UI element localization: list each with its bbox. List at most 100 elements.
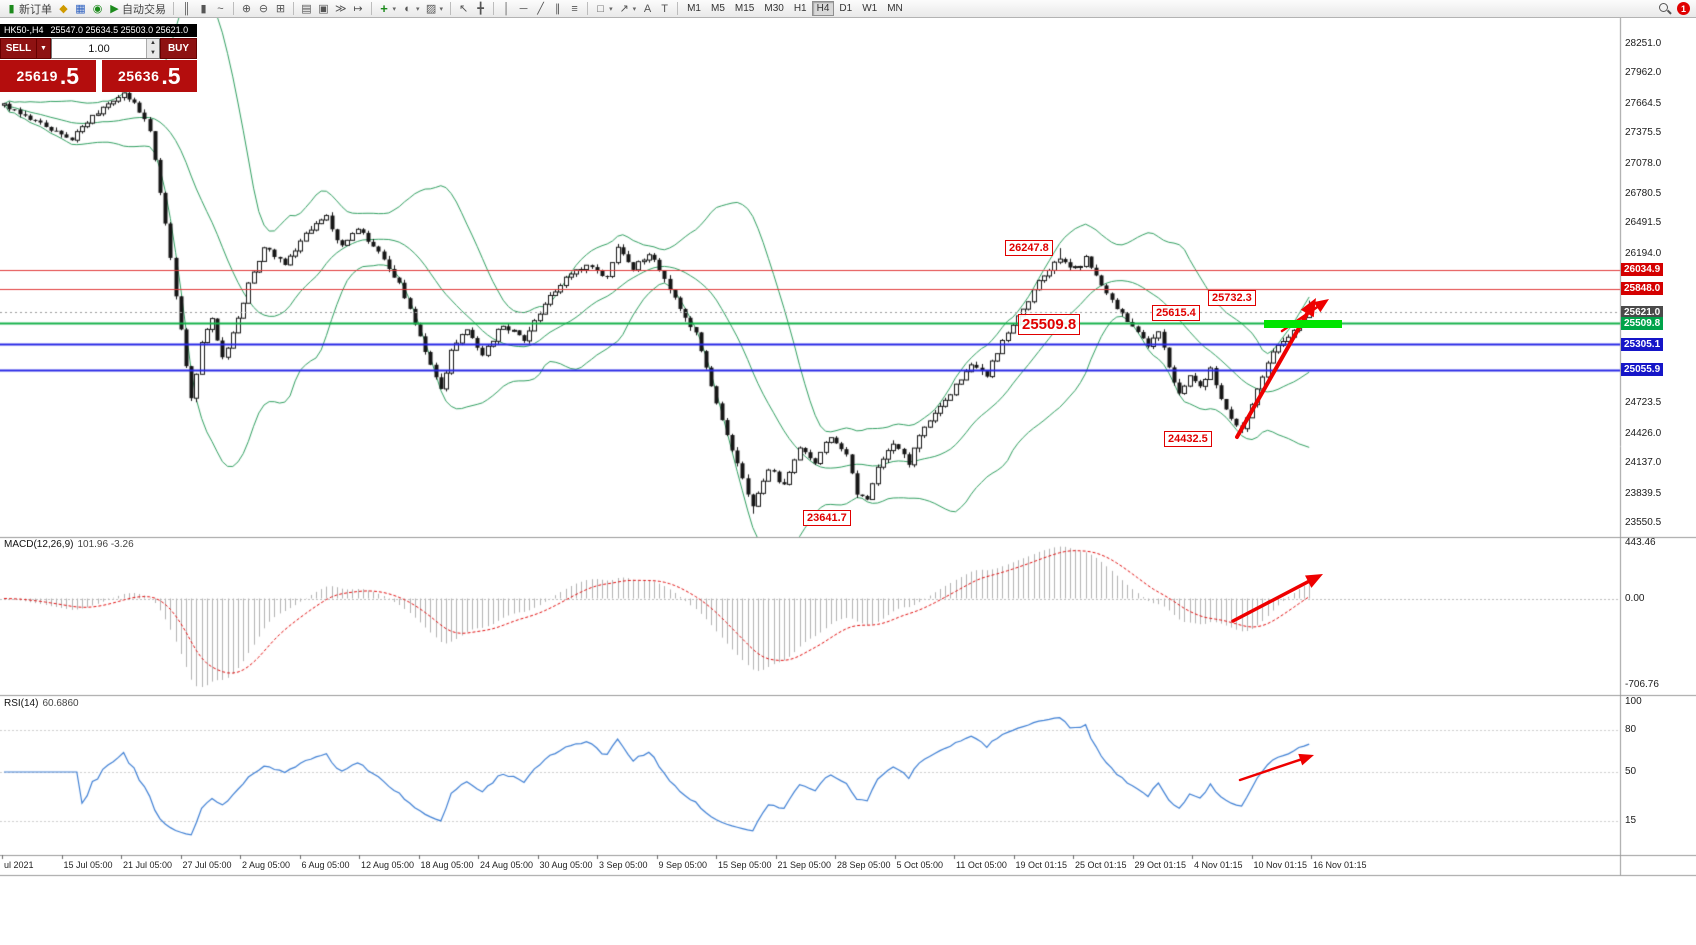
buy-price-display[interactable]: 25636.5 [101,60,197,92]
price-chart-canvas[interactable] [0,18,1696,945]
price-annotation[interactable]: 25615.4 [1152,305,1200,321]
navigator-button[interactable]: ◉ [89,1,106,17]
toolbar-separator [493,2,495,15]
order-entry-row: SELL ▼ ▲ ▼ BUY [0,38,197,59]
text-label-icon: T [661,2,668,15]
cascade-windows-icon: ▣ [318,2,329,15]
ohlc-values: 25547.0 25634.5 25503.0 25621.0 [50,25,189,35]
zoom-out-button[interactable]: ⊖ [255,1,272,17]
chevron-down-icon: ▾ [632,5,637,13]
chart-bars-button[interactable]: ║ [178,1,195,17]
price-annotation[interactable]: 25732.3 [1208,290,1256,306]
volume-increase[interactable]: ▲ [147,39,159,49]
toolbar-separator [677,2,679,15]
horizontal-line-icon: ─ [519,2,528,15]
tile-windows-button[interactable]: ⊞ [272,1,289,17]
buy-button[interactable]: BUY [160,38,197,59]
arrange-windows-button[interactable]: ▤ [298,1,315,17]
timeframe-m30[interactable]: M30 [759,1,788,16]
trendline-button[interactable]: ╱ [532,1,549,17]
timeframe-mn[interactable]: MN [882,1,908,16]
crosshair-icon: ╋ [477,2,484,15]
text-label-button[interactable]: T [656,1,673,17]
cursor-icon: ↖ [458,2,469,15]
timeframe-m15[interactable]: M15 [730,1,759,16]
channel-icon: ∥ [554,2,561,15]
timeframe-h1[interactable]: H1 [789,1,812,16]
price-display-row: 25619.5 25636.5 [0,60,197,92]
autotrading-label: 自动交易 [122,3,166,16]
chart-line-button[interactable]: ~ [212,1,229,17]
vertical-line-button[interactable]: │ [498,1,515,17]
timeframe-w1[interactable]: W1 [857,1,882,16]
chart-candles-button[interactable]: ▮ [195,1,212,17]
bar-chart-icon: ║ [182,2,191,15]
new-order-button[interactable]: ▮ 新订单 [3,1,55,17]
shapes-icon: □ [597,2,604,15]
autoscroll-icon: ≫ [335,2,347,15]
navigator-icon: ◉ [92,2,103,15]
timeframe-h4[interactable]: H4 [811,1,835,16]
trendline-icon: ╱ [537,2,544,15]
autotrading-icon: ▶ [110,2,119,15]
volume-dropdown[interactable]: ▼ [37,38,51,59]
zoom-out-icon: ⊖ [258,2,269,15]
autotrading-button[interactable]: ▶ 自动交易 [106,1,169,17]
zoom-in-button[interactable]: ⊕ [238,1,255,17]
clock-icon: ◐ [404,2,411,15]
sell-price-main: 25619 [16,68,58,84]
channel-button[interactable]: ∥ [549,1,566,17]
cascade-windows-button[interactable]: ▣ [315,1,332,17]
new-order-label: 新订单 [19,3,52,16]
arrange-windows-icon: ▤ [301,2,312,15]
chevron-down-icon: ▾ [609,5,613,13]
fibonacci-icon: ≡ [571,2,578,15]
price-annotation[interactable]: 23641.7 [803,510,851,526]
line-chart-icon: ~ [217,2,224,15]
templates-button[interactable]: ▨ ▾ [423,1,447,17]
text-tool-button[interactable]: A [639,1,656,17]
chart-shift-button[interactable]: ↦ [350,1,367,17]
crosshair-button[interactable]: ╋ [472,1,489,17]
profiles-icon: ◆ [59,2,68,15]
search-button[interactable] [1655,1,1674,17]
timeframe-d1[interactable]: D1 [834,1,857,16]
candlestick-chart-icon: ▮ [200,2,207,15]
tile-windows-icon: ⊞ [275,2,286,15]
periods-button[interactable]: ◐ ▾ [399,1,423,17]
sell-button[interactable]: SELL [0,38,37,59]
shapes-button[interactable]: □ ▾ [592,1,616,17]
price-annotation[interactable]: 25509.8 [1018,314,1081,335]
cursor-button[interactable]: ↖ [455,1,472,17]
profiles-button[interactable]: ◆ [55,1,72,17]
arrows-tool-button[interactable]: ↗ ▾ [616,1,640,17]
symbol-info-bar: HK50-,H4 25547.0 25634.5 25503.0 25621.0 [0,24,197,37]
buy-price-main: 25636 [117,68,160,84]
market-watch-button[interactable]: ▦ [72,1,89,17]
timeframe-m1[interactable]: M1 [682,1,706,16]
vertical-line-icon: │ [503,2,510,15]
sell-price-display[interactable]: 25619.5 [0,60,96,92]
text-tool-icon: A [643,2,652,15]
volume-decrease[interactable]: ▼ [147,48,159,58]
chart-shift-icon: ↦ [353,2,363,15]
price-annotation[interactable]: 26247.8 [1005,240,1053,256]
toolbar-separator [293,2,294,15]
toolbar-separator [450,2,452,15]
indicators-button[interactable]: + ▾ [376,1,400,17]
notification-badge[interactable]: 1 [1677,2,1690,15]
horizontal-line-button[interactable]: ─ [515,1,532,17]
timeframe-m5[interactable]: M5 [706,1,730,16]
template-icon: ▨ [425,2,437,15]
fibonacci-button[interactable]: ≡ [566,1,583,17]
volume-input[interactable] [52,39,146,58]
price-annotation[interactable]: 24432.5 [1164,431,1212,447]
autoscroll-button[interactable]: ≫ [332,1,350,17]
toolbar-separator [587,2,589,15]
one-click-trading-panel: HK50-,H4 25547.0 25634.5 25503.0 25621.0… [0,24,197,92]
buy-price-fraction: .5 [161,62,181,89]
chevron-down-icon: ▾ [439,5,444,13]
market-watch-icon: ▦ [75,2,86,15]
toolbar-separator [370,2,372,15]
